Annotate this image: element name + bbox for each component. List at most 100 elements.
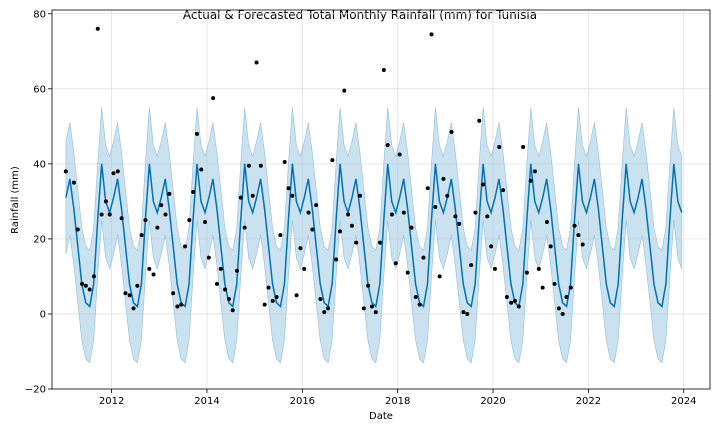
actual-data-point <box>473 210 478 215</box>
actual-data-point <box>433 205 438 209</box>
actual-data-point <box>218 266 223 271</box>
x-tick-label: 2016 <box>290 396 315 407</box>
actual-data-point <box>115 169 120 174</box>
actual-data-point <box>87 287 92 292</box>
actual-data-point <box>437 274 442 279</box>
actual-data-point <box>71 180 76 185</box>
actual-data-point <box>330 158 335 163</box>
actual-data-point <box>524 270 529 275</box>
actual-data-point <box>373 310 378 315</box>
actual-data-point <box>533 169 538 174</box>
actual-data-point <box>80 281 85 286</box>
actual-data-point <box>489 244 494 249</box>
actual-data-point <box>107 212 112 217</box>
actual-data-point <box>147 266 152 271</box>
actual-data-point <box>286 186 291 191</box>
actual-data-point <box>230 308 235 313</box>
x-tick-label: 2018 <box>385 396 410 407</box>
x-tick-label: 2014 <box>194 396 219 407</box>
actual-data-point <box>242 225 247 230</box>
actual-data-point <box>580 242 585 247</box>
y-tick-label: 20 <box>33 234 46 245</box>
x-tick-label: 2024 <box>671 396 696 407</box>
y-tick-label: 40 <box>33 159 46 170</box>
actual-data-point <box>298 246 303 251</box>
actual-data-point <box>369 304 374 309</box>
actual-data-point <box>509 300 514 305</box>
actual-data-point <box>354 240 359 245</box>
actual-data-point <box>576 233 581 238</box>
actual-data-point <box>405 270 410 275</box>
actual-data-point <box>75 227 80 232</box>
actual-data-point <box>512 298 517 303</box>
actual-data-point <box>425 186 430 191</box>
actual-data-point <box>111 171 116 176</box>
actual-data-point <box>564 295 569 300</box>
x-tick-label: 2012 <box>99 396 124 407</box>
actual-data-point <box>155 225 160 230</box>
actual-data-point <box>143 218 148 223</box>
actual-data-point <box>258 163 263 168</box>
y-tick-label: 80 <box>33 9 46 20</box>
actual-data-point <box>183 244 188 249</box>
actual-data-point <box>378 240 383 245</box>
actual-data-point <box>536 266 541 271</box>
uncertainty-band <box>65 107 683 364</box>
actual-data-point <box>381 68 386 73</box>
actual-data-point <box>139 233 144 238</box>
actual-data-point <box>262 302 267 307</box>
actual-data-point <box>322 310 327 315</box>
actual-data-point <box>191 190 196 194</box>
y-axis-label: Rainfall (mm) <box>10 166 21 234</box>
actual-data-point <box>123 291 128 296</box>
actual-data-point <box>465 311 470 316</box>
actual-data-point <box>238 195 243 200</box>
actual-data-point <box>127 293 132 298</box>
actual-data-point <box>492 266 497 271</box>
actual-data-point <box>95 26 100 31</box>
actual-data-point <box>453 214 458 219</box>
actual-data-point <box>485 214 490 219</box>
actual-data-point <box>314 203 319 208</box>
actual-data-point <box>151 272 156 277</box>
actual-data-point <box>469 263 474 268</box>
actual-data-point <box>199 167 204 172</box>
actual-data-point <box>540 285 545 290</box>
chart-title: Actual & Forecasted Total Monthly Rainfa… <box>183 8 537 22</box>
actual-data-point <box>409 225 414 230</box>
actual-data-point <box>203 220 208 225</box>
actual-data-point <box>274 295 279 300</box>
plot-area-frame <box>51 9 711 390</box>
actual-data-point <box>211 96 216 101</box>
actual-data-point <box>83 283 88 288</box>
actual-data-point <box>326 306 331 311</box>
actual-data-point <box>417 302 422 307</box>
actual-data-point <box>250 193 255 198</box>
actual-data-point <box>290 193 295 198</box>
actual-data-point <box>572 223 577 228</box>
actual-data-point <box>421 255 426 260</box>
actual-data-point <box>246 163 251 168</box>
actual-data-point <box>449 129 454 134</box>
actual-data-point <box>457 221 462 226</box>
actual-data-point <box>282 159 287 164</box>
actual-data-point <box>214 281 219 286</box>
actual-data-point <box>99 212 104 217</box>
actual-data-point <box>254 60 259 65</box>
actual-data-point <box>445 193 450 198</box>
actual-data-point <box>461 310 466 315</box>
actual-data-point <box>194 131 199 136</box>
actual-data-point <box>278 233 283 238</box>
forecast-line-layer <box>65 163 683 308</box>
actual-data-point <box>294 293 299 298</box>
uncertainty-band-layer <box>65 107 683 364</box>
actual-data-point <box>521 144 526 149</box>
actual-data-point <box>337 229 342 234</box>
actual-data-point <box>501 188 506 193</box>
forecast-line <box>65 163 683 308</box>
actual-data-point <box>385 143 390 148</box>
actual-data-point <box>556 306 561 311</box>
y-axis-ticks: −20 0 20 40 60 80 <box>25 9 52 396</box>
actual-data-point <box>171 291 176 296</box>
actual-data-point <box>318 296 323 301</box>
